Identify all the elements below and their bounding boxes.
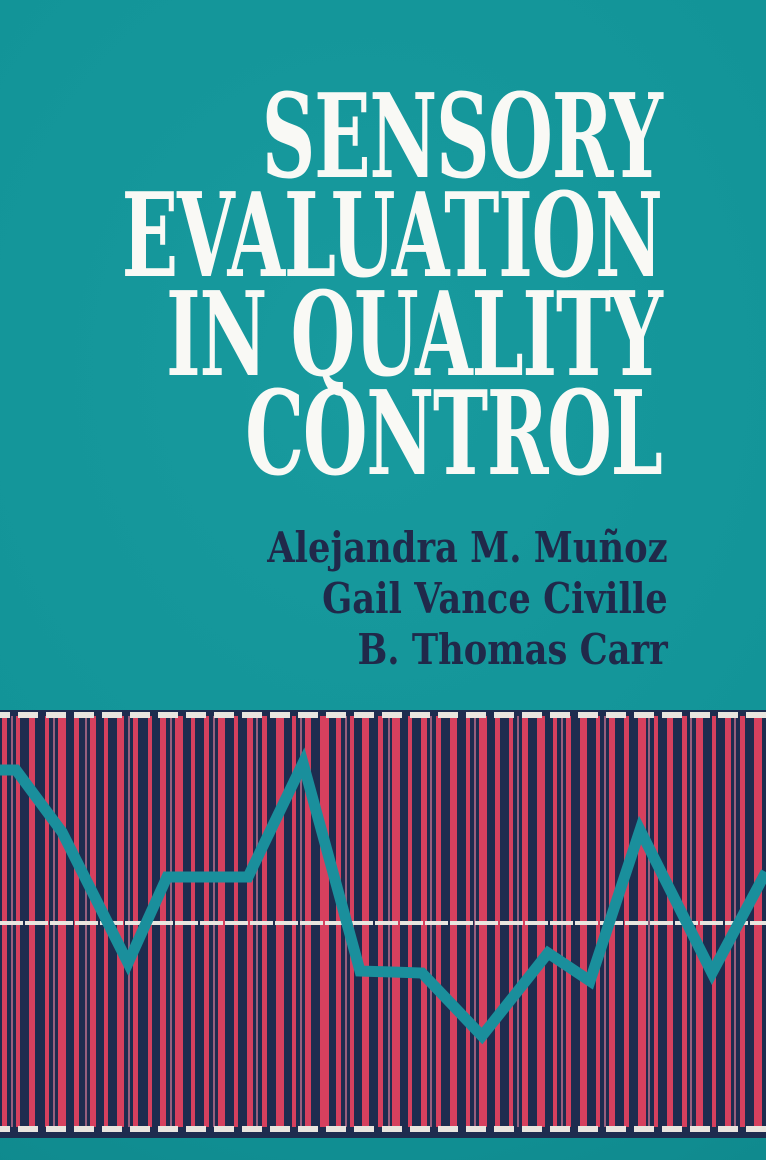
tick-dash [634,712,654,718]
red-bar [320,716,329,1127]
tick-dash [0,712,10,718]
tick-dash [186,712,206,718]
tick-dash [522,1126,542,1132]
title-line: CONTROL [245,366,664,502]
tick-dash [0,1126,10,1132]
tick-dash [270,1126,290,1132]
tick-dash [74,1126,94,1132]
tick-dash [606,712,626,718]
tick-dash [242,712,262,718]
tick-dash [718,712,738,718]
tick-dash [438,712,458,718]
tick-dash [578,712,598,718]
tick-dash [410,712,430,718]
tick-dash [634,1126,654,1132]
tick-dash [298,1126,318,1132]
title-line: SENSORY [262,69,663,205]
title-line: IN QUALITY [166,267,663,403]
tick-dash [130,712,150,718]
tick-dash [354,1126,374,1132]
tick-dash [522,712,542,718]
tick-dash [242,1126,262,1132]
tick-dash [326,712,346,718]
tick-dash [662,1126,682,1132]
tick-dash [102,1126,122,1132]
tick-dash [18,1126,38,1132]
tick-dash [130,1126,150,1132]
tick-dash [298,712,318,718]
tick-dash [46,712,66,718]
author-name: B. Thomas Carr [357,625,668,674]
tick-dash [410,1126,430,1132]
author-name: Gail Vance Civille [322,574,668,623]
tick-dash [382,1126,402,1132]
zigzag-line [0,747,766,1045]
tick-dash [466,1126,486,1132]
tick-dash [494,1126,514,1132]
red-bar [421,716,427,1127]
tick-dash [186,1126,206,1132]
tick-dash [18,712,38,718]
decorative-chart [0,710,766,1138]
mauve-stripe [648,716,650,1127]
tick-dash [214,712,234,718]
tick-dash [382,712,402,718]
tick-dash [354,712,374,718]
book-title: SENSORY EVALUATION IN QUALITY CONTROL [0,69,664,502]
tick-dash [550,712,570,718]
tick-dash [746,712,766,718]
tick-dash [718,1126,738,1132]
author-name: Alejandra M. Muñoz [267,523,668,572]
tick-dash [214,1126,234,1132]
tick-dash [690,1126,710,1132]
tick-dash [326,1126,346,1132]
title-line: EVALUATION [122,168,663,304]
tick-dash [578,1126,598,1132]
tick-dash [746,1126,766,1132]
tick-dash [690,712,710,718]
tick-dash [158,1126,178,1132]
tick-dash [270,712,290,718]
author-list: Alejandra M. Muñoz Gail Vance Civille B.… [191,522,668,675]
tick-dash [438,1126,458,1132]
tick-dash [46,1126,66,1132]
tick-dash [662,712,682,718]
red-bar [696,716,703,1127]
tick-dash [158,712,178,718]
tick-dash [74,712,94,718]
tick-dash [466,712,486,718]
tick-dash [606,1126,626,1132]
tick-dash [494,712,514,718]
tick-dash [102,712,122,718]
tick-dash [550,1126,570,1132]
